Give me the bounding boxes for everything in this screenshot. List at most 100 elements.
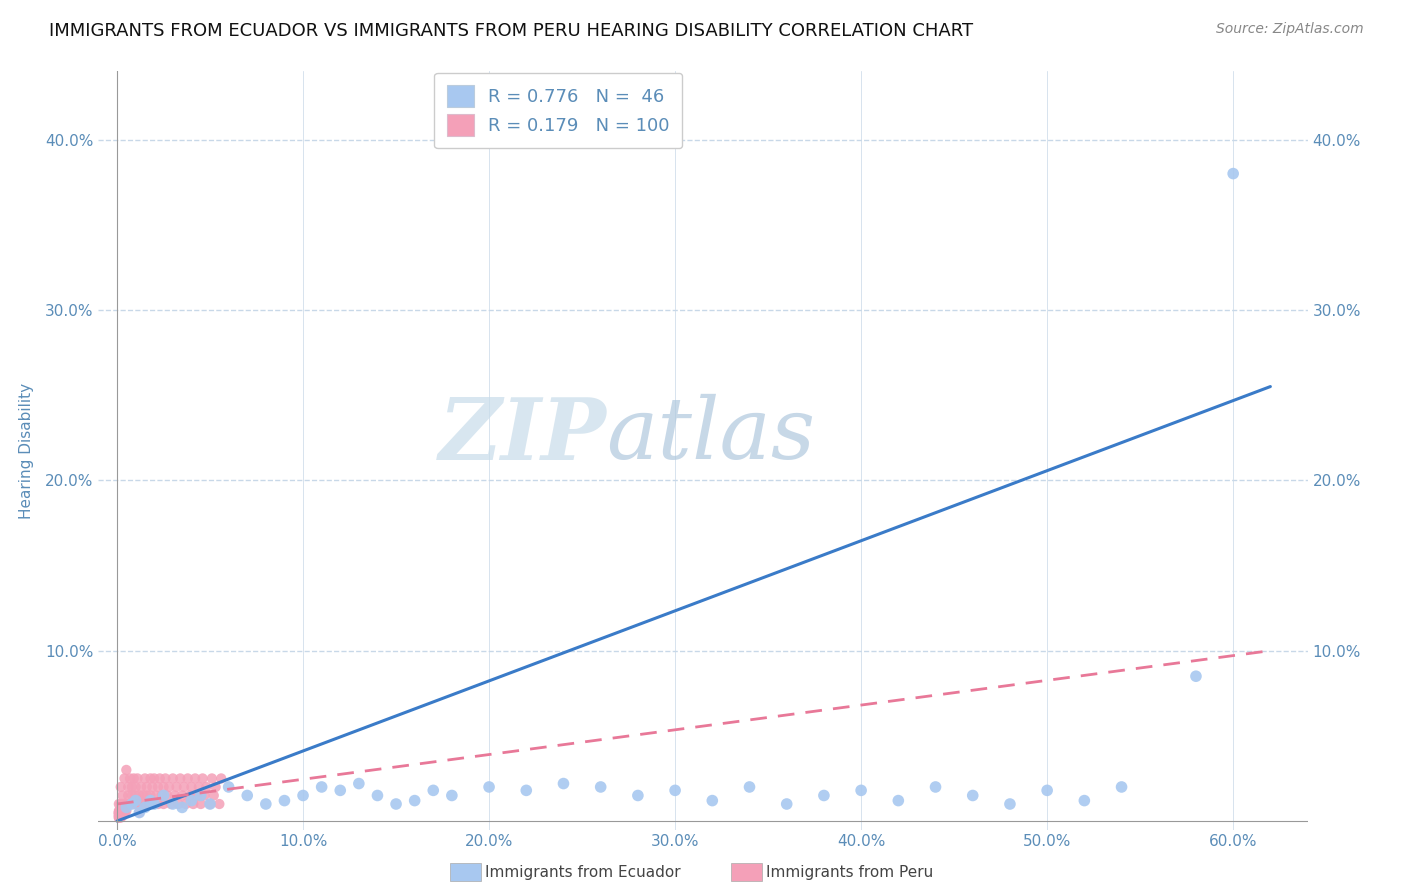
Point <box>209 772 232 786</box>
Point <box>195 780 218 794</box>
Text: ZIP: ZIP <box>439 393 606 477</box>
Text: Immigrants from Ecuador: Immigrants from Ecuador <box>485 865 681 880</box>
Point <box>127 797 149 811</box>
Point <box>184 772 207 786</box>
Point <box>115 804 138 818</box>
Point <box>114 805 136 820</box>
Point <box>201 772 224 786</box>
Point <box>108 797 131 811</box>
Point <box>128 805 150 820</box>
Point <box>515 783 537 797</box>
Point <box>664 783 686 797</box>
Point <box>152 789 174 803</box>
Point <box>702 794 724 808</box>
Point <box>204 780 226 794</box>
Point <box>776 797 799 811</box>
Point <box>124 794 146 808</box>
Point <box>127 772 149 786</box>
Point <box>108 809 131 823</box>
Point <box>347 776 370 790</box>
Point <box>145 789 167 803</box>
Text: atlas: atlas <box>606 394 815 476</box>
Point <box>110 809 132 823</box>
Point <box>124 780 146 794</box>
Point <box>404 794 426 808</box>
Point <box>108 805 131 820</box>
Point <box>110 780 132 794</box>
Point <box>108 805 131 820</box>
Point <box>292 789 315 803</box>
Point <box>111 805 134 820</box>
Point <box>110 805 132 820</box>
Text: Immigrants from Peru: Immigrants from Peru <box>766 865 934 880</box>
Point <box>738 780 761 794</box>
Point <box>134 800 156 814</box>
Point <box>179 789 201 803</box>
Point <box>149 772 172 786</box>
Point <box>124 789 146 803</box>
Point <box>111 789 134 803</box>
Point <box>813 789 835 803</box>
Point <box>478 780 501 794</box>
Point <box>110 811 132 825</box>
Point <box>111 804 134 818</box>
Point <box>1073 794 1095 808</box>
Point <box>1036 783 1059 797</box>
Point <box>117 780 139 794</box>
Point <box>118 772 141 786</box>
Point <box>108 811 131 825</box>
Point <box>887 794 910 808</box>
Point <box>111 807 134 822</box>
Point <box>962 789 984 803</box>
Point <box>110 809 132 823</box>
Point <box>177 772 200 786</box>
Point <box>311 780 333 794</box>
Point <box>115 763 138 777</box>
Point <box>108 807 131 822</box>
Legend: R = 0.776   N =  46, R = 0.179   N = 100: R = 0.776 N = 46, R = 0.179 N = 100 <box>434 73 682 148</box>
Text: IMMIGRANTS FROM ECUADOR VS IMMIGRANTS FROM PERU HEARING DISABILITY CORRELATION C: IMMIGRANTS FROM ECUADOR VS IMMIGRANTS FR… <box>49 22 973 40</box>
Point <box>160 797 183 811</box>
Point <box>162 772 184 786</box>
Point <box>122 797 145 811</box>
Point <box>627 789 650 803</box>
Point <box>134 797 156 811</box>
Point <box>167 797 190 811</box>
Point <box>143 772 166 786</box>
Point <box>135 780 157 794</box>
Point <box>1111 780 1133 794</box>
Point <box>108 811 131 825</box>
Point <box>110 804 132 818</box>
Point <box>329 783 352 797</box>
Point <box>924 780 946 794</box>
Point <box>110 797 132 811</box>
Point <box>172 789 194 803</box>
Point <box>190 789 212 803</box>
Point <box>139 789 162 803</box>
Point <box>172 800 194 814</box>
Point <box>146 780 169 794</box>
Point <box>110 804 132 818</box>
Point <box>208 797 231 811</box>
Point <box>166 780 188 794</box>
Point <box>146 797 169 811</box>
Point <box>198 797 221 811</box>
Point <box>114 805 136 820</box>
Point <box>108 805 131 820</box>
Point <box>998 797 1021 811</box>
Point <box>553 776 575 790</box>
Point <box>115 800 138 814</box>
Point <box>128 805 150 820</box>
Point <box>118 797 141 811</box>
Point <box>163 789 186 803</box>
Point <box>273 794 295 808</box>
Point <box>440 789 463 803</box>
Point <box>111 802 134 816</box>
Point <box>156 789 179 803</box>
Point <box>849 783 872 797</box>
Point <box>128 789 150 803</box>
Point <box>121 797 143 811</box>
Point <box>114 772 136 786</box>
Point <box>134 772 156 786</box>
Point <box>186 789 208 803</box>
